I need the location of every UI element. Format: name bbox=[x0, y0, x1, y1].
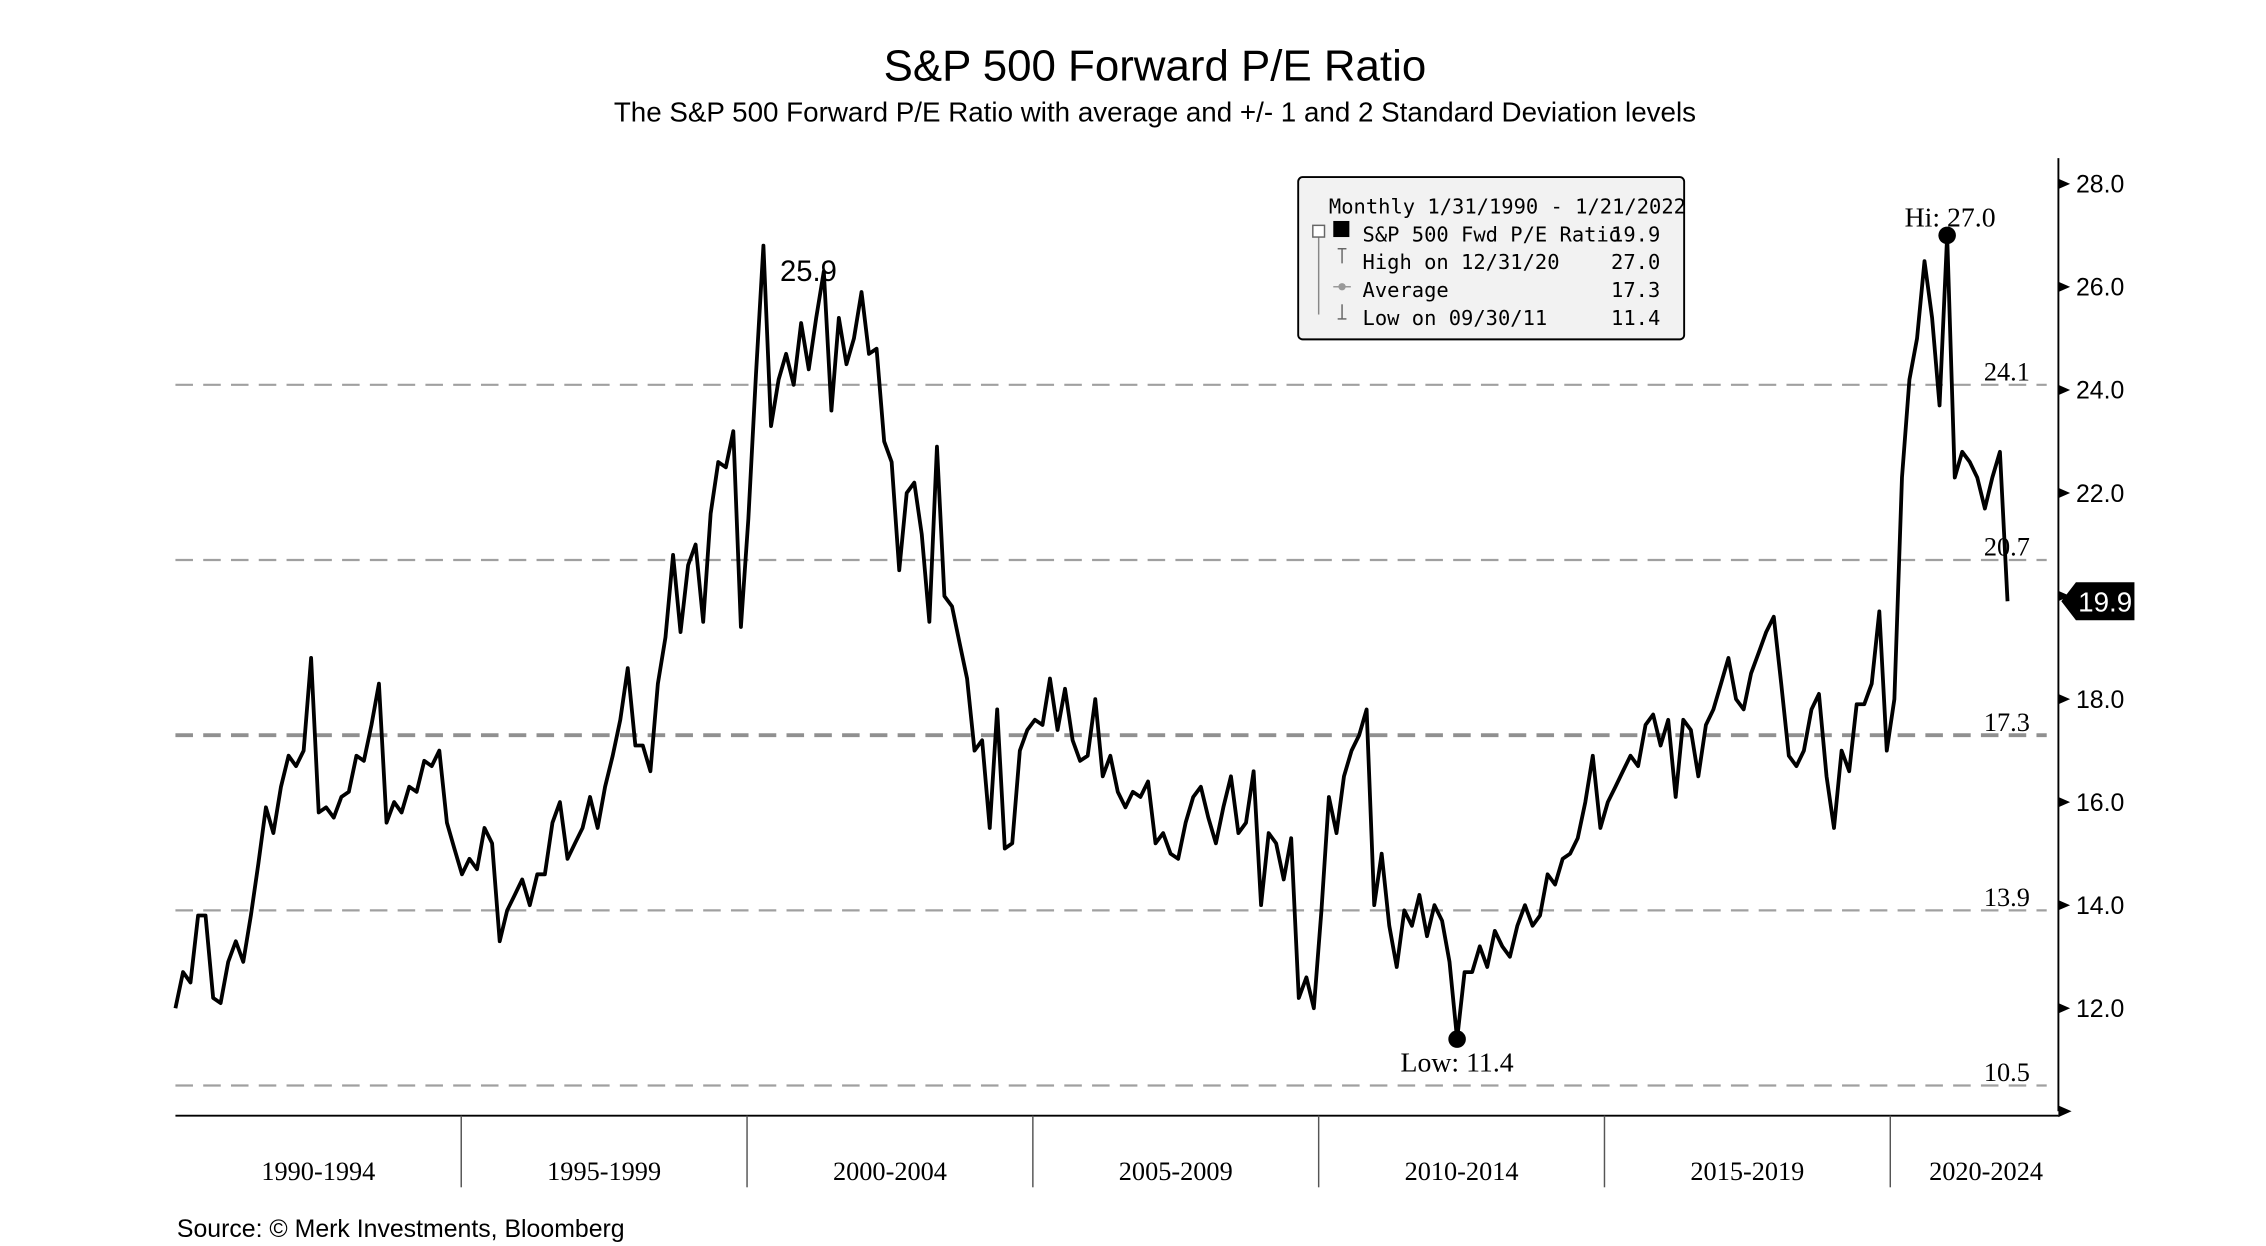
legend-icon bbox=[1338, 283, 1346, 291]
reference-label: 13.9 bbox=[1984, 883, 2030, 912]
x-tick-label: 2005-2009 bbox=[1119, 1157, 1233, 1186]
y-tick bbox=[2058, 281, 2071, 293]
reference-label: 10.5 bbox=[1984, 1058, 2030, 1087]
x-tick-label: 2020-2024 bbox=[1929, 1157, 2043, 1186]
last-value-tag bbox=[2061, 582, 2135, 621]
peak-label: 25.9 bbox=[780, 256, 837, 288]
y-tick-label: 12.0 bbox=[2076, 996, 2124, 1023]
y-tick bbox=[2058, 900, 2071, 911]
last-value-label: 19.9 bbox=[2078, 586, 2132, 617]
legend-value: 17.3 bbox=[1611, 278, 1660, 302]
y-tick-label: 22.0 bbox=[2076, 481, 2124, 508]
y-tick-label: 18.0 bbox=[2076, 687, 2124, 714]
y-tick-label: 26.0 bbox=[2076, 275, 2124, 302]
series-line bbox=[173, 233, 2010, 1042]
x-tick-label: 1990-1994 bbox=[261, 1157, 375, 1186]
y-tick bbox=[2058, 178, 2071, 189]
high-label: Hi: 27.0 bbox=[1905, 203, 1996, 234]
legend-label: Low on 09/30/11 bbox=[1363, 306, 1548, 330]
legend: Monthly 1/31/1990 - 1/21/2022 bbox=[1297, 176, 1686, 341]
axis-arrow bbox=[2058, 1105, 2072, 1118]
source: Source: © Merk Investments, Bloomberg bbox=[177, 1216, 625, 1243]
y-tick-label: 14.0 bbox=[2076, 893, 2124, 920]
legend-value: 19.9 bbox=[1611, 222, 1660, 246]
y-tick bbox=[2058, 1003, 2071, 1014]
reference-label: 24.1 bbox=[1984, 357, 2030, 386]
y-tick bbox=[2058, 693, 2071, 705]
y-tick bbox=[2058, 590, 2071, 602]
y-tick bbox=[2058, 487, 2071, 499]
legend-box bbox=[1297, 176, 1686, 341]
low-label: Low: 11.4 bbox=[1401, 1047, 1514, 1078]
x-tick-label: 1995-1999 bbox=[547, 1157, 661, 1186]
legend-header: Monthly 1/31/1990 - 1/21/2022 bbox=[1329, 195, 1686, 219]
reference-label: 17.3 bbox=[1984, 708, 2030, 737]
legend-collapse bbox=[1312, 224, 1326, 238]
x-tick-label: 2015-2019 bbox=[1690, 1157, 1804, 1186]
legend-label: S&P 500 Fwd P/E Ratio bbox=[1363, 222, 1622, 246]
legend-value: 11.4 bbox=[1611, 306, 1660, 330]
x-tick-label: 2010-2014 bbox=[1405, 1157, 1519, 1186]
y-tick-label: 16.0 bbox=[2076, 790, 2124, 817]
chart-title: S&P 500 Forward P/E Ratio bbox=[884, 42, 1427, 91]
legend-label: Average bbox=[1363, 278, 1449, 302]
low-marker bbox=[1448, 1030, 1466, 1048]
y-tick-label: 24.0 bbox=[2076, 378, 2124, 405]
legend-value: 27.0 bbox=[1611, 250, 1660, 274]
legend-label: High on 12/31/20 bbox=[1363, 250, 1560, 274]
high-marker bbox=[1938, 226, 1956, 245]
y-tick-label: 28.0 bbox=[2076, 172, 2124, 199]
y-tick bbox=[2058, 797, 2071, 808]
y-tick bbox=[2058, 384, 2071, 396]
x-tick-label: 2000-2004 bbox=[833, 1157, 947, 1186]
legend-swatch bbox=[1333, 220, 1350, 238]
chart-subtitle: The S&P 500 Forward P/E Ratio with avera… bbox=[614, 97, 1696, 128]
